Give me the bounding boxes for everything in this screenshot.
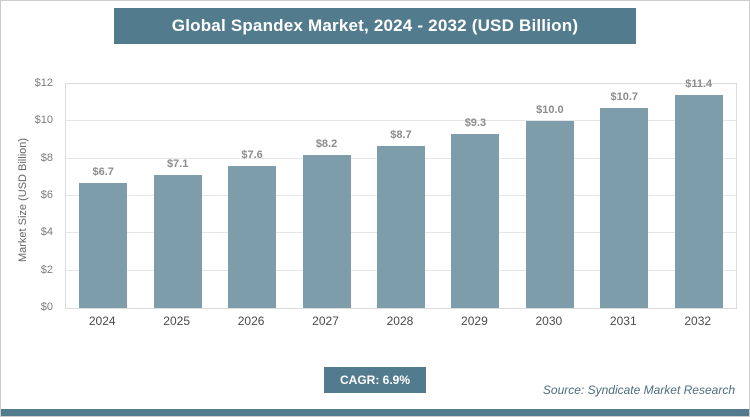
x-tick-label: 2032 <box>684 314 712 328</box>
x-tick-label: 2030 <box>535 314 563 328</box>
x-axis-labels: 2024 2025 2026 2027 2028 2029 2030 2031 2032 <box>65 314 735 328</box>
source-text: Source: Syndicate Market Research <box>542 383 735 397</box>
bar <box>674 95 723 308</box>
bar-slot: $8.2 <box>302 137 351 308</box>
bar <box>525 121 574 308</box>
x-tick-label: 2024 <box>88 314 116 328</box>
bar <box>600 108 649 308</box>
bar-slot: $7.1 <box>153 158 202 308</box>
bar <box>228 166 277 308</box>
y-axis-ticks: $0 $2 $4 $6 $8 $10 $12 <box>1 77 59 313</box>
bar-value-label: $6.7 <box>92 165 114 178</box>
bar <box>376 145 425 308</box>
x-tick-label: 2026 <box>237 314 265 328</box>
y-tick-label: $0 <box>40 301 53 313</box>
bar-slot: $9.3 <box>451 117 500 308</box>
x-tick-label: 2028 <box>386 314 414 328</box>
y-tick-label: $12 <box>34 77 53 89</box>
plot-area: $6.7 $7.1 $7.6 $8.2 $8.7 $9.3 $10.0 $10.7 $11.4 <box>65 78 737 309</box>
x-tick-label: 2025 <box>163 314 190 328</box>
bar-value-label: $8.2 <box>315 137 338 150</box>
bar <box>79 182 128 308</box>
bar-value-label: $11.4 <box>685 78 713 91</box>
cagr-badge: CAGR: 6.9% <box>323 367 427 393</box>
chart-header: Global Spandex Market, 2024 - 2032 (USD … <box>114 8 636 44</box>
bar-slot: $11.4 <box>674 78 723 308</box>
y-tick-label: $10 <box>34 114 53 127</box>
bar <box>302 154 351 308</box>
bar-value-label: $7.1 <box>166 158 189 171</box>
bar <box>153 175 202 308</box>
bottom-accent-strip <box>1 409 749 416</box>
x-tick-label: 2031 <box>609 314 637 328</box>
x-tick-label: 2027 <box>312 314 339 328</box>
y-tick-label: $6 <box>40 189 53 201</box>
y-tick-label: $4 <box>40 226 53 239</box>
gridline <box>66 120 736 122</box>
bars-container: $6.7 $7.1 $7.6 $8.2 $8.7 $9.3 $10.0 $10.7 $11.4 <box>66 78 736 308</box>
bar-value-label: $9.3 <box>464 117 487 130</box>
bar-slot: $10.7 <box>600 91 649 308</box>
bar-value-label: $10.0 <box>536 104 564 117</box>
y-tick-label: $8 <box>40 151 53 164</box>
bar-slot: $10.0 <box>525 104 574 308</box>
bar-slot: $7.6 <box>228 149 277 308</box>
bar-value-label: $8.7 <box>390 128 412 141</box>
bar-value-label: $7.6 <box>241 149 263 162</box>
bar-slot: $6.7 <box>79 165 128 308</box>
bar <box>451 134 500 308</box>
y-tick-label: $2 <box>40 263 53 276</box>
chart-title: Global Spandex Market, 2024 - 2032 (USD … <box>171 16 579 35</box>
bar-slot: $8.7 <box>376 128 425 308</box>
x-tick-label: 2029 <box>461 314 488 328</box>
bar-value-label: $10.7 <box>610 91 639 104</box>
